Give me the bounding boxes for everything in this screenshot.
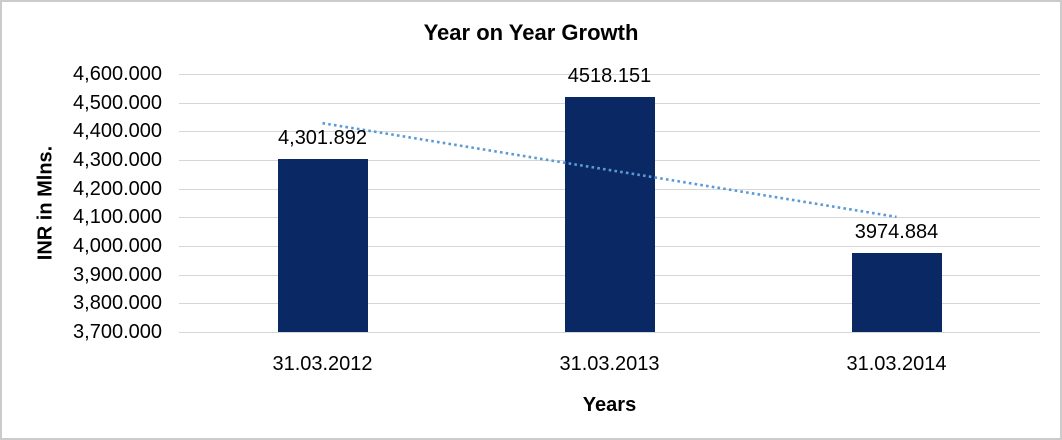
y-tick-label: 4,500.000: [73, 91, 162, 114]
gridline: [179, 74, 1040, 75]
chart-title: Year on Year Growth: [423, 20, 639, 45]
y-tick-label: 4,200.000: [73, 177, 162, 200]
plot-area: 4,301.892 4518.151 3974.884: [179, 65, 1040, 333]
y-tick-label: 4,000.000: [73, 235, 162, 257]
gridline: [179, 332, 1040, 333]
y-tick-label: 4,400.000: [73, 120, 162, 143]
y-tick-label: 4,100.000: [73, 206, 162, 229]
bar: [564, 97, 655, 332]
bar: [277, 159, 368, 332]
x-tick-label: 31.03.2012: [272, 353, 373, 375]
bar-data-label: 3974.884: [854, 221, 939, 244]
y-tick-label: 3,900.000: [73, 263, 162, 286]
y-tick-label: 4,300.000: [73, 149, 162, 171]
x-axis-title: Years: [582, 394, 637, 416]
y-tick-label: 3,800.000: [73, 292, 162, 315]
x-tick-label: 31.03.2014: [846, 353, 947, 375]
y-tick-label: 4,600.000: [73, 63, 162, 85]
x-tick-label: 31.03.2013: [559, 353, 660, 375]
y-tick-label: 3,700.000: [73, 321, 162, 343]
bar-data-label: 4,301.892: [278, 127, 367, 150]
bar-data-label: 4518.151: [567, 65, 652, 88]
bar: [851, 253, 942, 332]
